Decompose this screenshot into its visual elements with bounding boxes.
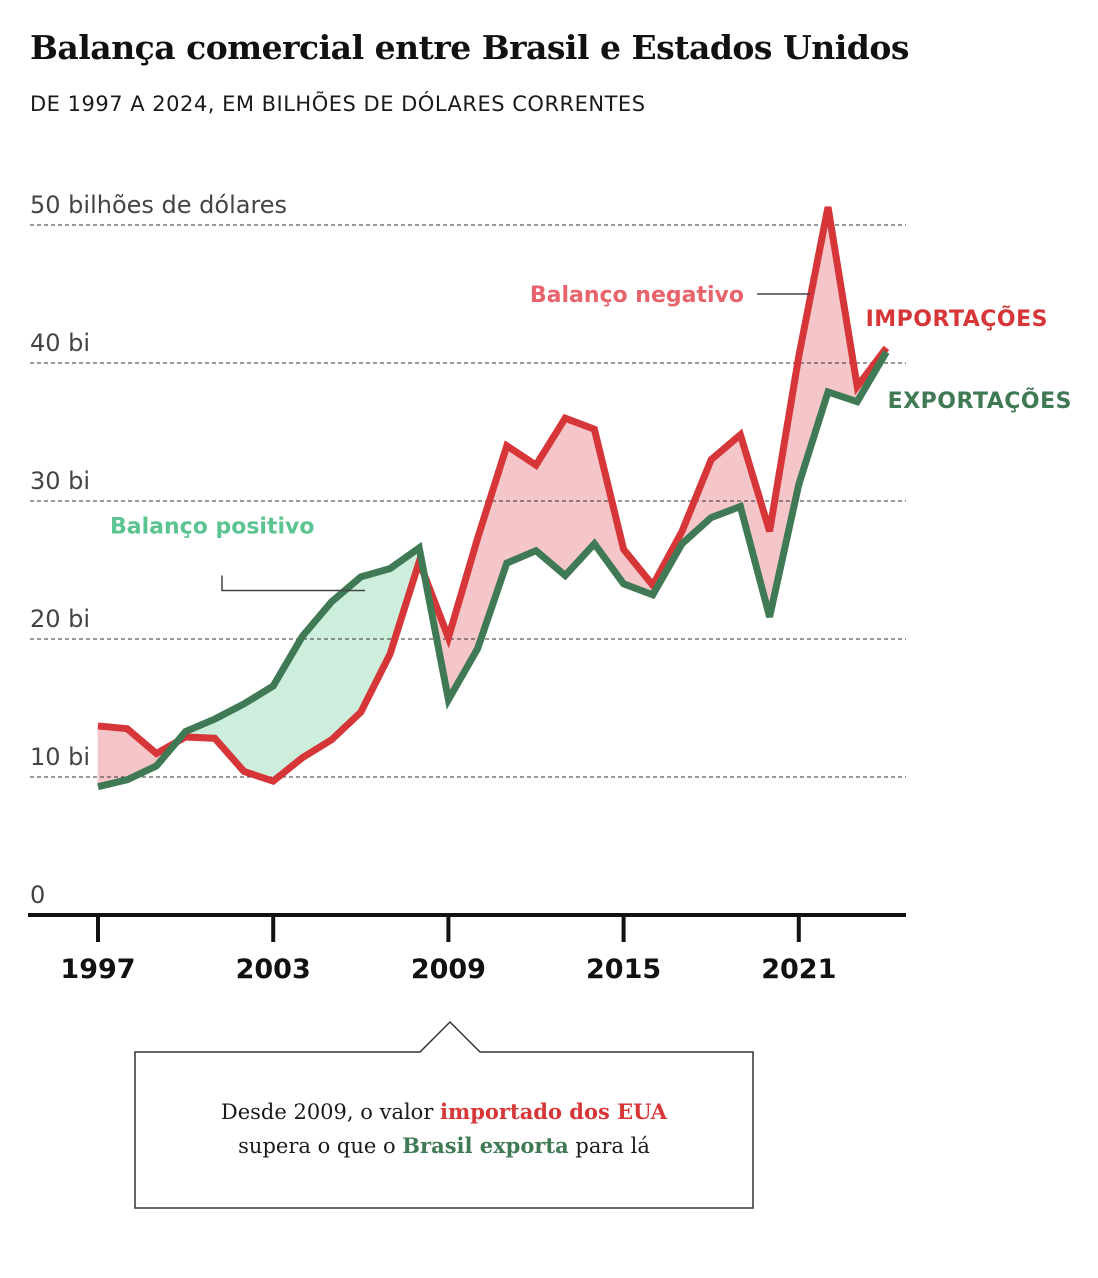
exports-series-label: EXPORTAÇÕES bbox=[888, 388, 1072, 414]
callout-box-outline bbox=[134, 1020, 754, 1209]
x-tick-label: 1997 bbox=[60, 954, 135, 985]
chart-title: Balança comercial entre Brasil e Estados… bbox=[30, 28, 909, 67]
callout-box bbox=[134, 1020, 754, 1209]
negative-balance-label: Balanço negativo bbox=[530, 283, 744, 308]
callout-line2-post: para lá bbox=[568, 1134, 650, 1158]
positive-balance-label: Balanço positivo bbox=[110, 515, 315, 540]
positive-balance-leader bbox=[221, 575, 365, 592]
callout-line1-pre: Desde 2009, o valor bbox=[220, 1100, 441, 1124]
x-tick-label: 2021 bbox=[761, 954, 836, 985]
y-tick-label: 40 bi bbox=[30, 329, 90, 357]
callout-text: Desde 2009, o valor importado dos EUA su… bbox=[135, 1095, 753, 1163]
y-tick-label: 30 bi bbox=[30, 467, 90, 495]
y-tick-label: 10 bi bbox=[30, 743, 90, 771]
y-tick-label: 20 bi bbox=[30, 605, 90, 633]
callout-exports-highlight: Brasil exporta bbox=[402, 1133, 569, 1158]
y-tick-label: 50 bilhões de dólares bbox=[30, 191, 287, 219]
x-tick-label: 2003 bbox=[236, 954, 311, 985]
positive-balance-area bbox=[302, 600, 332, 759]
callout-line2-pre: supera o que o bbox=[238, 1134, 403, 1158]
imports-line bbox=[97, 206, 890, 786]
x-tick-label: 2009 bbox=[411, 954, 486, 985]
x-tick-label: 2015 bbox=[586, 954, 661, 985]
negative-balance-area bbox=[477, 445, 508, 649]
x-axis: 1997 2003 2009 2015 2021 bbox=[28, 913, 906, 985]
chart-labels: 0 10 bi 20 bi 30 bi 40 bi 50 bilhões de dólar… bbox=[30, 191, 1072, 909]
exports-line bbox=[97, 350, 890, 791]
imports-series-label: IMPORTAÇÕES bbox=[866, 306, 1048, 332]
y-tick-label: 0 bbox=[30, 881, 45, 909]
chart-subtitle: DE 1997 A 2024, EM BILHÕES DE DÓLARES CO… bbox=[30, 92, 646, 116]
callout-imports-highlight: importado dos EUA bbox=[440, 1099, 668, 1124]
series-lines bbox=[97, 206, 890, 791]
